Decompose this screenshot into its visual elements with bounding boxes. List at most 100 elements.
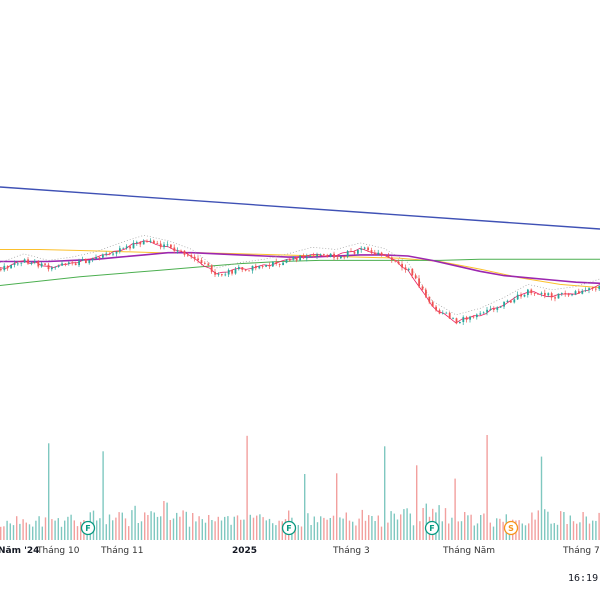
candle-body [510,300,512,303]
candle-body [350,251,352,252]
candle-body [503,302,505,307]
candle-body [159,243,162,248]
candle-body [516,294,519,300]
candle-body [465,317,468,320]
volume-bar [419,521,421,540]
candle-body [146,240,148,242]
candle-body [265,264,267,267]
candle-body [272,261,274,267]
financial-event-icon[interactable]: F [80,520,96,536]
ma-dotted-line [0,234,600,316]
volume-bar [3,526,5,540]
volume-bar [188,526,191,540]
candle-body [180,250,182,252]
candle-body [367,247,369,251]
volume-bar [496,518,498,540]
candle-body [431,302,434,307]
candle-body [261,266,264,267]
volume-bar [377,515,379,540]
volume-bar [208,515,210,540]
candle-body [44,263,46,265]
time-axis-label[interactable]: Tháng Năm [442,546,495,556]
volume-bar [355,525,357,540]
volume-bar [0,526,2,540]
candle-body [421,286,424,290]
time-axis-label[interactable]: Tháng 7 [562,546,600,556]
candle-body [414,275,417,279]
volume-bar [204,522,207,540]
event-marker-circle [80,520,96,536]
time-axis-label[interactable]: Tháng 3 [332,546,370,556]
candle-body [326,255,329,257]
candle-body [275,261,278,264]
candle-body [527,289,529,295]
volume-bar [393,513,395,540]
trendline[interactable] [0,186,600,230]
candle-body [238,267,240,270]
volume-bar [470,514,472,540]
time-axis-label[interactable]: 2025 [232,546,257,556]
candle-body [574,291,577,295]
time-axis-label[interactable]: Tháng 11 [100,546,143,556]
candle-body [530,289,533,294]
volume-bar [528,523,530,540]
volume-bar [140,521,143,540]
volume-bar [310,525,312,540]
volume-bar [169,520,171,540]
candle-body [479,313,482,315]
volume-bar [480,515,482,540]
volume-bar [259,514,261,540]
candle-body [584,290,587,291]
volume-bar [531,512,533,540]
candle-body [248,270,250,272]
candle-body [210,265,213,272]
candle-body [119,248,121,252]
volume-bar [400,514,402,540]
candle-body [241,267,244,270]
volume-bar [153,512,155,540]
volume-bar [374,521,376,540]
volume-bar [198,516,200,540]
candle-body [282,262,284,265]
volume-bar [176,512,178,540]
event-marker-symbol: F [429,524,434,533]
time-axis-label[interactable]: Tháng 10 [36,546,80,556]
volume-bar [451,517,453,540]
volume-bar [150,511,152,540]
volume-bar [28,524,31,540]
volume-bar [99,518,101,540]
candle-body [506,300,509,303]
candle-body [142,240,145,245]
volume-bar [588,523,591,540]
volume-bar [70,514,72,540]
candle-body [163,244,165,248]
candle-body [496,307,499,310]
volume-bar [102,451,104,540]
financial-event-icon[interactable]: F [281,520,297,536]
candle-body [91,258,94,261]
candle-body [425,289,427,297]
event-marker-circle [503,520,519,536]
volume-bar [592,520,594,540]
volume-bar [54,520,56,540]
candle-body [571,294,573,296]
volume-bar [483,513,485,540]
candle-body [578,291,580,294]
volume-bar [342,518,344,540]
volume-bar [275,525,277,540]
candle-body [0,269,2,271]
split-event-icon[interactable]: S [503,520,519,536]
candle-body [34,261,36,263]
volume-bar [460,521,463,540]
volume-bar [185,511,187,540]
time-axis-background [0,540,600,558]
volume-bar [268,518,271,540]
candle-body [227,270,230,275]
time-axis-label[interactable]: Năm '24 [0,546,39,556]
financial-event-icon[interactable]: F [424,520,440,536]
candle-body [217,274,220,275]
